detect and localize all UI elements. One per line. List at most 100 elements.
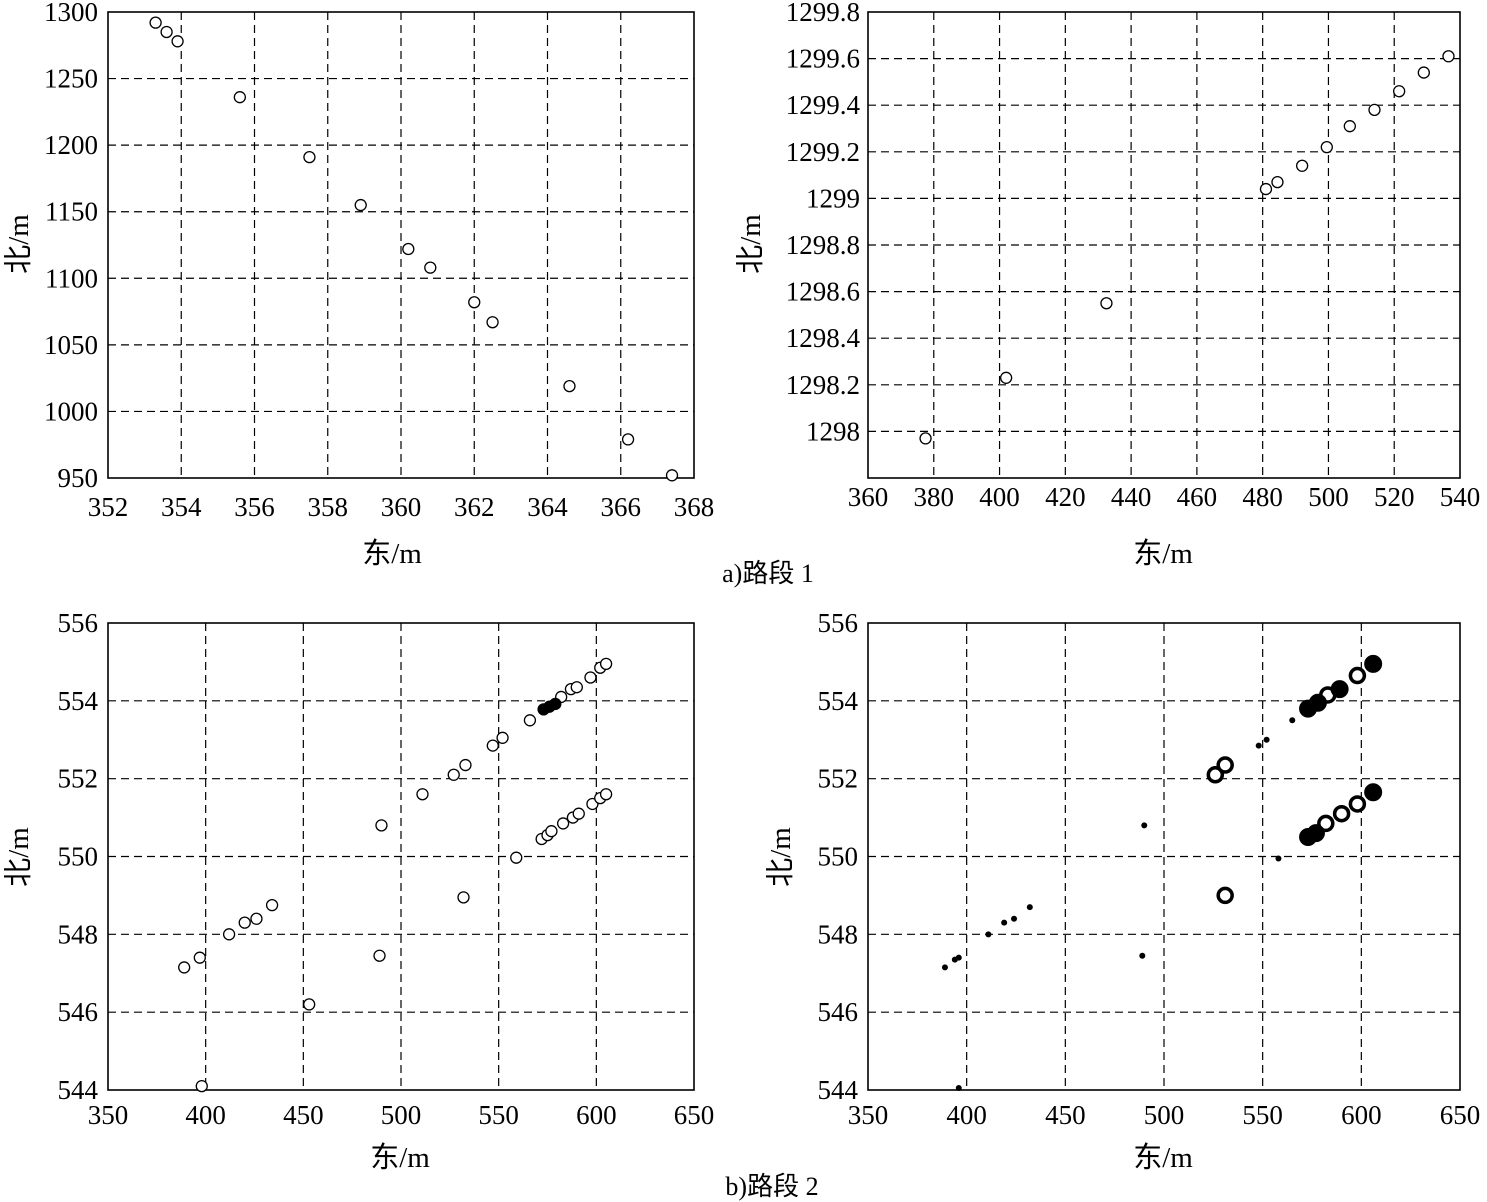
data-point bbox=[250, 912, 263, 925]
y-tick-label: 556 bbox=[818, 608, 859, 638]
data-point bbox=[1216, 756, 1234, 774]
chart-a-right: 360 380 400 420 440 460 480 500 520 540 1298 1298.2… bbox=[735, 0, 1480, 570]
y-tick-label: 546 bbox=[818, 997, 859, 1027]
data-point bbox=[584, 671, 597, 684]
y-axis-label: 北/m bbox=[765, 827, 797, 887]
data-point bbox=[424, 261, 437, 274]
y-tick-label: 546 bbox=[58, 997, 99, 1027]
x-tick-label: 400 bbox=[946, 1100, 987, 1130]
x-axis-label: 东/m bbox=[1133, 1141, 1193, 1174]
data-point bbox=[665, 469, 679, 482]
data-point bbox=[160, 25, 173, 39]
x-tick-label: 480 bbox=[1242, 482, 1283, 512]
data-point bbox=[459, 758, 472, 772]
x-tick-label: 460 bbox=[1177, 482, 1218, 512]
data-point bbox=[1289, 717, 1296, 724]
y-tick-label: 550 bbox=[58, 842, 99, 872]
x-tick-label: 362 bbox=[454, 492, 495, 522]
data-point bbox=[1275, 855, 1282, 862]
data-point bbox=[1330, 680, 1349, 699]
data-point bbox=[375, 819, 388, 832]
data-point bbox=[486, 316, 499, 329]
data-point bbox=[1271, 175, 1284, 189]
data-point bbox=[457, 891, 470, 904]
y-tick-label: 552 bbox=[58, 764, 99, 794]
x-tick-label: 450 bbox=[283, 1100, 324, 1130]
data-point bbox=[233, 91, 247, 104]
chart-b-left: 350 400 450 500 550 600 650 544 546 548 550 552 554 5… bbox=[3, 608, 714, 1174]
x-axis-label: 东/m bbox=[362, 537, 422, 570]
y-tick-label: 1299.8 bbox=[786, 0, 860, 27]
data-point bbox=[1320, 140, 1333, 154]
data-point bbox=[510, 851, 523, 864]
x-axis-label: 东/m bbox=[1133, 537, 1193, 570]
data-point bbox=[1255, 742, 1262, 749]
x-tick-label: 400 bbox=[979, 482, 1020, 512]
x-tick-label: 550 bbox=[1242, 1100, 1283, 1130]
y-tick-label: 1299.6 bbox=[786, 44, 860, 74]
y-axis-label: 北/m bbox=[3, 214, 35, 274]
x-tick-label: 350 bbox=[848, 1100, 889, 1130]
y-tick-label: 1100 bbox=[45, 263, 98, 293]
x-tick-label: 440 bbox=[1111, 482, 1152, 512]
data-point bbox=[1364, 783, 1383, 802]
y-tick-label: 1200 bbox=[44, 130, 98, 160]
data-point bbox=[985, 931, 992, 938]
y-tick-label: 1150 bbox=[45, 197, 98, 227]
x-tick-label: 360 bbox=[848, 482, 889, 512]
data-point bbox=[1348, 666, 1367, 685]
data-point bbox=[599, 657, 613, 671]
y-tick-label: 1298.4 bbox=[786, 323, 861, 353]
plot-frame bbox=[867, 11, 1461, 479]
y-axis-label: 北/m bbox=[735, 214, 767, 274]
x-tick-label: 358 bbox=[308, 492, 349, 522]
data-point bbox=[1001, 919, 1008, 926]
data-point bbox=[955, 954, 962, 961]
data-point bbox=[955, 1085, 962, 1092]
data-point bbox=[549, 697, 562, 711]
data-point bbox=[1026, 904, 1033, 911]
y-axis-label: 北/m bbox=[3, 827, 35, 887]
plot-frame bbox=[107, 622, 695, 1091]
data-point bbox=[570, 681, 583, 694]
chart-a-left: 352 354 356 358 360 362 364 366 368 950 1000 1050 11… bbox=[3, 0, 714, 570]
data-point bbox=[1263, 736, 1270, 743]
y-tick-label: 1300 bbox=[44, 0, 98, 27]
data-point bbox=[1295, 159, 1309, 172]
x-tick-label: 450 bbox=[1045, 1100, 1086, 1130]
data-point bbox=[303, 998, 316, 1011]
x-tick-label: 600 bbox=[576, 1100, 617, 1130]
data-point bbox=[1308, 693, 1327, 712]
data-point bbox=[572, 807, 585, 820]
x-axis-label: 东/m bbox=[370, 1141, 430, 1174]
x-tick-label: 366 bbox=[601, 492, 642, 522]
data-point bbox=[447, 768, 460, 781]
data-point bbox=[563, 379, 576, 393]
data-point bbox=[621, 433, 635, 446]
data-point bbox=[178, 961, 191, 974]
data-point bbox=[468, 296, 481, 309]
data-point bbox=[149, 16, 162, 29]
x-tick-label: 650 bbox=[1440, 1100, 1481, 1130]
data-point bbox=[1393, 85, 1406, 98]
x-tick-label: 368 bbox=[674, 492, 715, 522]
data-point bbox=[303, 150, 316, 164]
data-point bbox=[373, 949, 386, 962]
y-tick-label: 544 bbox=[58, 1075, 99, 1105]
data-point bbox=[556, 817, 570, 830]
data-point bbox=[941, 964, 948, 971]
y-tick-label: 1000 bbox=[44, 396, 98, 426]
x-tick-label: 550 bbox=[478, 1100, 519, 1130]
data-point bbox=[222, 928, 236, 941]
data-point bbox=[1206, 766, 1225, 784]
data-point bbox=[496, 731, 509, 744]
data-point bbox=[1011, 915, 1018, 922]
data-point bbox=[1364, 654, 1383, 673]
y-tick-label: 1250 bbox=[44, 64, 98, 94]
x-tick-label: 600 bbox=[1341, 1100, 1382, 1130]
data-point bbox=[238, 916, 251, 929]
data-point bbox=[265, 898, 279, 912]
data-point bbox=[193, 951, 206, 964]
x-tick-label: 364 bbox=[527, 492, 568, 522]
y-tick-label: 950 bbox=[58, 463, 99, 493]
